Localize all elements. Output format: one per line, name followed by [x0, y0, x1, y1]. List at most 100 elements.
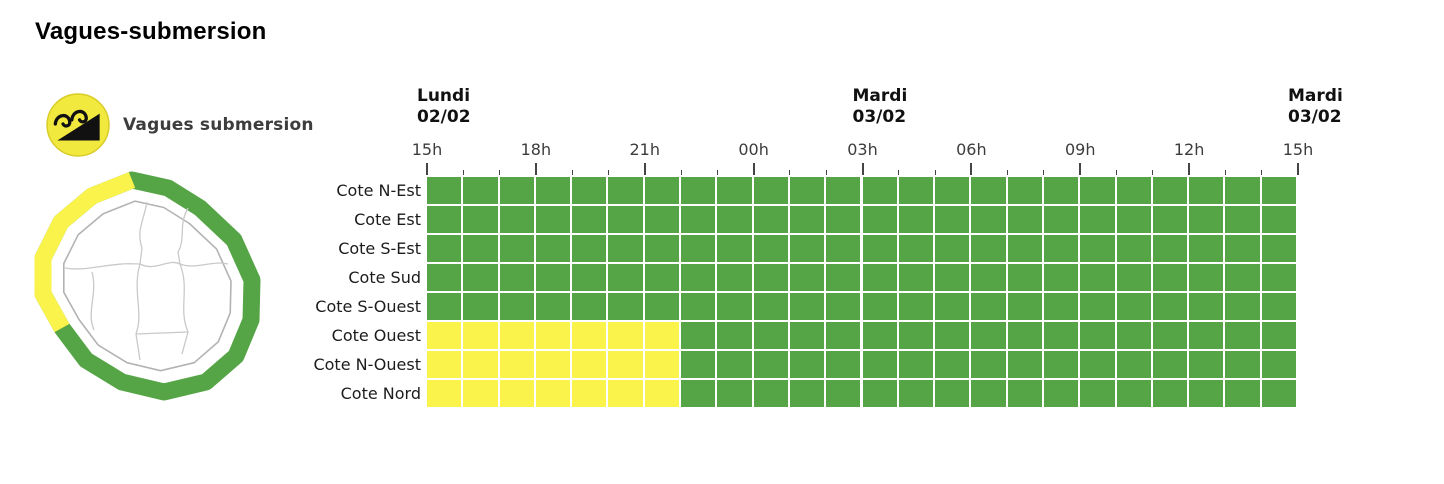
grid-cell	[644, 264, 680, 291]
grid-cell	[535, 322, 571, 349]
grid-cell	[1152, 264, 1188, 291]
grid-cell	[572, 235, 607, 262]
grid-cell	[1080, 235, 1115, 262]
hour-tick	[1188, 163, 1191, 175]
grid-cell	[753, 293, 788, 320]
grid-cell	[572, 293, 607, 320]
grid-cell	[572, 264, 607, 291]
grid-cell	[608, 293, 643, 320]
grid-cell	[681, 293, 716, 320]
grid-cell	[717, 380, 752, 407]
day-name: Mardi	[1288, 86, 1343, 106]
grid-cell	[1152, 235, 1188, 262]
hour-tick	[789, 170, 791, 175]
grid-cell	[1189, 322, 1224, 349]
grid-cell	[1225, 206, 1260, 233]
hour-tick	[1116, 170, 1118, 175]
grid-cell	[608, 235, 643, 262]
grid-cell	[753, 351, 788, 378]
hour-tick-label: 15h	[411, 140, 443, 159]
wave-curl-icon	[53, 113, 72, 128]
grid-cell	[463, 264, 498, 291]
hour-tick	[499, 170, 501, 175]
grid-cell	[862, 177, 897, 204]
grid-cell	[753, 235, 788, 262]
grid-cell	[789, 293, 825, 320]
hour-tick	[462, 170, 464, 175]
grid-cell	[717, 322, 752, 349]
hour-tick	[680, 170, 682, 175]
grid-cell	[1116, 351, 1151, 378]
grid-cell	[935, 264, 970, 291]
grid-cell	[717, 235, 752, 262]
grid-cell	[935, 177, 970, 204]
grid-cell	[1225, 293, 1260, 320]
grid-cell	[1225, 380, 1260, 407]
grid-cell	[789, 322, 825, 349]
grid-cell	[971, 235, 1006, 262]
grid-cell	[608, 380, 643, 407]
grid-cell	[681, 177, 716, 204]
grid-cell	[1189, 380, 1224, 407]
grid-cell	[935, 235, 970, 262]
hour-tick	[426, 163, 428, 175]
grid-cell	[535, 264, 571, 291]
grid-cell	[862, 380, 897, 407]
grid-cell	[935, 206, 970, 233]
grid-cell	[898, 293, 934, 320]
grid-cell	[572, 322, 607, 349]
waves-submersion-icon	[46, 93, 110, 157]
grid-cell	[1261, 177, 1296, 204]
grid-cell	[535, 177, 571, 204]
hour-tick-label: 06h	[956, 140, 987, 159]
grid-cell	[1261, 380, 1296, 407]
grid-cell	[1080, 177, 1115, 204]
grid-cell	[935, 351, 970, 378]
grid-cell	[1043, 322, 1079, 349]
grid-cell	[753, 380, 788, 407]
grid-cell	[826, 264, 861, 291]
grid-cell	[826, 235, 861, 262]
grid-cell	[427, 177, 462, 204]
grid-cell	[789, 264, 825, 291]
grid-cell	[427, 235, 462, 262]
grid-cell	[1043, 235, 1079, 262]
grid-cell	[499, 235, 534, 262]
grid-cell	[499, 380, 534, 407]
grid-cell	[1116, 235, 1151, 262]
reunion-island-map	[34, 171, 261, 401]
grid-cell	[1225, 235, 1260, 262]
grid-cell	[1116, 322, 1151, 349]
hour-tick-label: 21h	[629, 140, 661, 159]
grid-cell	[427, 322, 462, 349]
grid-cell	[1261, 235, 1296, 262]
hour-tick	[1261, 170, 1263, 175]
hour-tick-label: 03h	[847, 140, 878, 159]
grid-cell	[499, 206, 534, 233]
grid-cell	[535, 351, 571, 378]
hour-tick-label: 15h	[1282, 140, 1314, 159]
grid-cell	[1080, 293, 1115, 320]
day-header: Mardi 03/02	[853, 86, 908, 128]
grid-cell	[826, 293, 861, 320]
hour-tick-label: 09h	[1065, 140, 1096, 159]
legend-label: Vagues submersion	[123, 115, 314, 135]
grid-cell	[572, 177, 607, 204]
grid-cell	[1225, 322, 1260, 349]
grid-cell	[499, 351, 534, 378]
grid-cell	[463, 177, 498, 204]
grid-cell	[1116, 264, 1151, 291]
grid-cell	[1007, 177, 1042, 204]
grid-cell	[535, 293, 571, 320]
commune-borders	[64, 201, 229, 361]
grid-cell	[1116, 293, 1151, 320]
submersion-ramp-shape	[57, 113, 100, 141]
grid-cell	[826, 351, 861, 378]
hour-tick	[1043, 170, 1045, 175]
row-label: Cote S-Ouest	[315, 297, 421, 316]
hour-tick	[571, 170, 573, 175]
grid-cell	[898, 322, 934, 349]
hour-tick	[970, 163, 973, 175]
grid-cell	[862, 293, 897, 320]
